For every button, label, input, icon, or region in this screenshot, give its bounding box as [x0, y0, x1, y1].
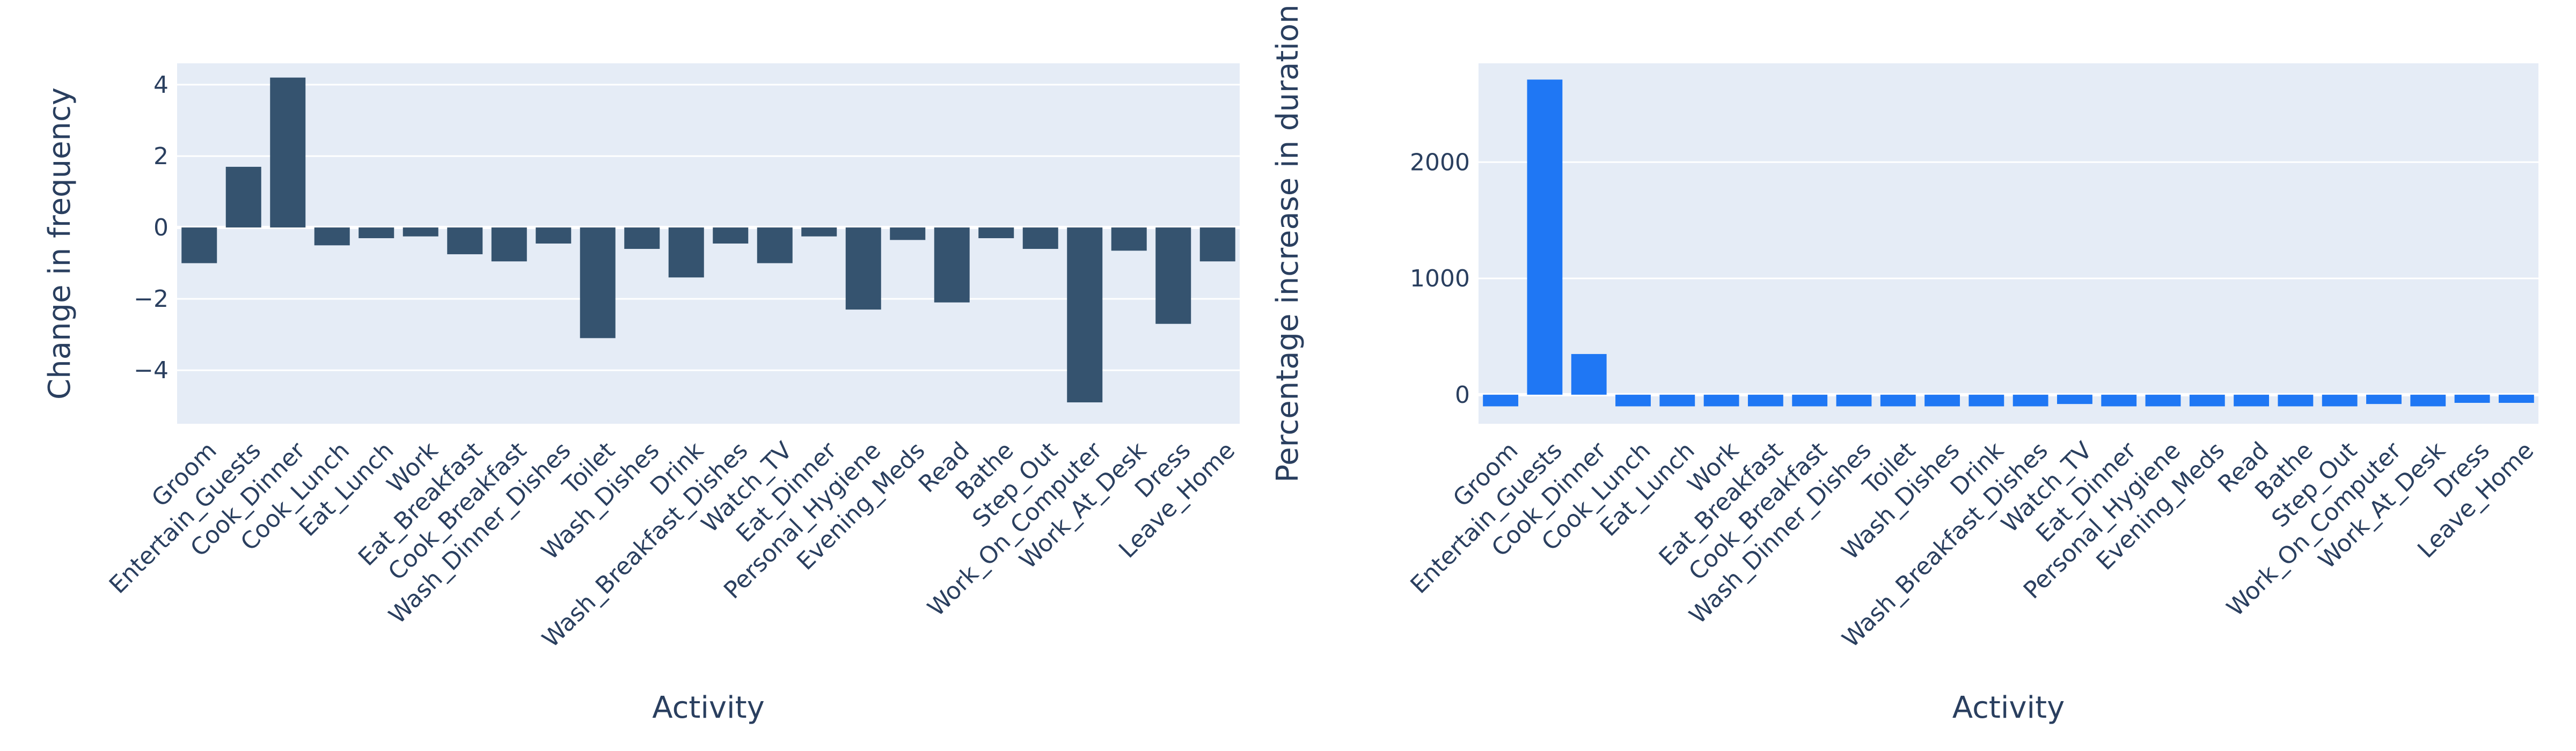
bar-wash-dinner-dishes	[1836, 394, 1872, 407]
y-axis-title: Change in frequency	[42, 87, 77, 400]
bar-dress	[2454, 394, 2490, 403]
y-tick-label: 1000	[1410, 265, 1470, 292]
bar-evening-meds	[2189, 394, 2225, 407]
bar-personal-hygiene	[2145, 394, 2181, 407]
bar-cook-dinner	[270, 77, 306, 228]
duration-chart: 010002000GroomEntertain_GuestsCook_Dinne…	[1270, 4, 2539, 725]
bar-evening-meds	[890, 227, 926, 240]
bar-watch-tv	[2057, 394, 2092, 404]
bar-cook-lunch	[314, 227, 350, 246]
y-tick-label: −4	[134, 357, 169, 384]
bar-leave-home	[2498, 394, 2534, 403]
frequency-chart: −4−2024GroomEntertain_GuestsCook_DinnerC…	[42, 63, 1240, 725]
plot-area	[177, 63, 1240, 424]
bar-watch-tv	[757, 227, 793, 263]
bar-entertain-guests	[225, 166, 261, 228]
bar-drink	[668, 227, 704, 278]
bar-toilet	[1880, 394, 1916, 407]
y-tick-label: 2000	[1410, 149, 1470, 176]
bar-entertain-guests	[1527, 79, 1563, 395]
x-axis-title: Activity	[652, 690, 764, 725]
bar-groom	[181, 227, 217, 263]
y-tick-label: 4	[153, 71, 169, 99]
bar-read	[2234, 394, 2270, 407]
bar-step-out	[2322, 394, 2358, 407]
bar-toilet	[580, 227, 616, 338]
y-tick-label: 0	[1455, 381, 1470, 409]
bar-bathe	[2278, 394, 2314, 407]
bar-eat-dinner	[801, 227, 837, 237]
bar-eat-breakfast	[447, 227, 483, 254]
bar-wash-breakfast-dishes	[2012, 394, 2048, 407]
bar-eat-dinner	[2101, 394, 2137, 407]
bar-wash-dishes	[624, 227, 660, 249]
bar-eat-breakfast	[1747, 394, 1783, 407]
y-tick-label: −2	[134, 285, 169, 313]
y-axis-title: Percentage increase in duration	[1270, 4, 1305, 482]
y-tick-label: 2	[153, 143, 169, 170]
bar-work-at-desk	[2410, 394, 2446, 407]
y-tick-label: 0	[153, 214, 169, 241]
bar-step-out	[1022, 227, 1058, 249]
bar-read	[934, 227, 970, 303]
bar-cook-dinner	[1571, 354, 1607, 395]
bar-dress	[1155, 227, 1191, 324]
bar-eat-lunch	[1659, 394, 1695, 407]
bar-cook-breakfast	[1792, 394, 1828, 407]
bar-wash-dishes	[1924, 394, 1960, 407]
bar-work	[1703, 394, 1739, 407]
bar-work-at-desk	[1111, 227, 1147, 251]
bar-groom	[1483, 394, 1519, 407]
bar-work-on-computer	[1067, 227, 1103, 403]
bar-leave-home	[1199, 227, 1235, 262]
bar-personal-hygiene	[845, 227, 881, 310]
x-axis-title: Activity	[1952, 690, 2065, 725]
bar-wash-breakfast-dishes	[713, 227, 749, 244]
bar-wash-dinner-dishes	[536, 227, 572, 244]
plot-area	[1479, 63, 2538, 424]
bar-cook-breakfast	[491, 227, 527, 262]
bar-work	[402, 227, 438, 237]
bar-bathe	[978, 227, 1014, 239]
bar-cook-lunch	[1615, 394, 1651, 407]
bar-work-on-computer	[2366, 394, 2402, 404]
bar-eat-lunch	[358, 227, 394, 239]
bar-drink	[1968, 394, 2004, 407]
